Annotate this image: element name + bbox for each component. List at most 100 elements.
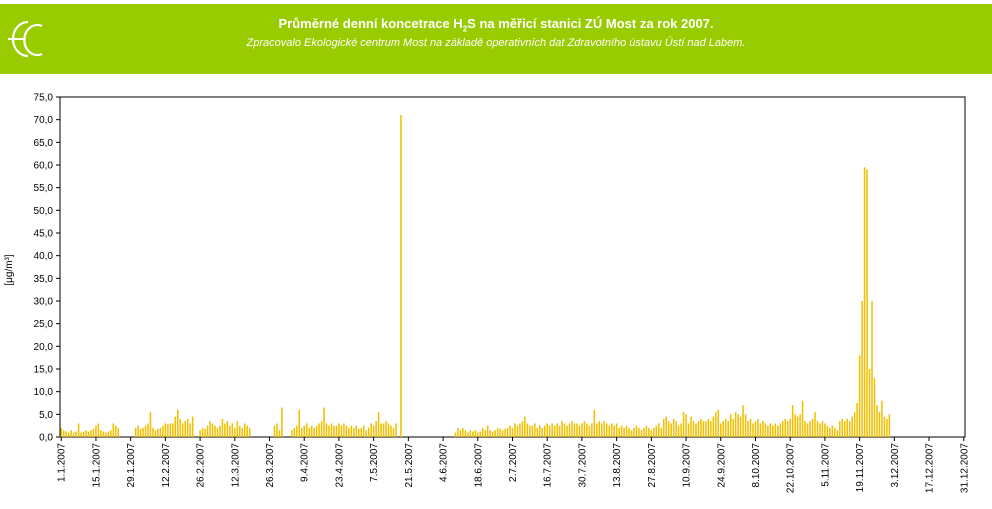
bar <box>509 425 511 437</box>
bar <box>162 425 164 437</box>
bar <box>591 423 593 437</box>
bar <box>281 407 283 437</box>
bar <box>115 425 117 437</box>
bar <box>506 427 509 437</box>
bar <box>276 423 278 437</box>
bar <box>90 430 92 437</box>
bar <box>878 412 881 437</box>
bar <box>618 427 620 437</box>
bar <box>796 416 799 437</box>
bar <box>759 423 762 437</box>
bar <box>70 430 72 437</box>
bar <box>189 423 191 437</box>
bar <box>886 418 888 437</box>
bar <box>152 427 154 437</box>
bar <box>134 427 137 437</box>
bar <box>333 425 335 437</box>
bar <box>643 427 645 437</box>
bar <box>695 423 697 437</box>
plot-area <box>59 96 966 438</box>
bar <box>568 423 571 437</box>
bar <box>566 425 568 437</box>
bar <box>856 403 858 437</box>
bar <box>873 378 876 437</box>
x-tick-label: 9.4.2007 <box>300 443 311 482</box>
bar <box>377 412 380 437</box>
bar <box>665 416 667 437</box>
bar <box>593 409 596 437</box>
bar <box>137 425 139 437</box>
x-tick-label: 27.8.2007 <box>647 443 658 488</box>
bar <box>362 425 365 437</box>
bar <box>149 412 152 437</box>
x-axis: 1.1.2007 15.1.2007 29.1.2007 12.2.2007 26.2.… <box>57 437 970 493</box>
x-tick-label: 30.7.2007 <box>577 443 588 488</box>
bar <box>219 425 221 437</box>
bar <box>67 432 70 437</box>
bar <box>541 427 544 437</box>
bar <box>139 428 142 437</box>
bar <box>742 405 744 437</box>
x-tick-label: 21.5.2007 <box>404 443 415 488</box>
bar <box>536 427 539 437</box>
bar <box>702 421 705 437</box>
bar <box>454 432 457 437</box>
x-tick-label: 5.11.2007 <box>820 443 831 487</box>
bar <box>293 427 296 437</box>
bar <box>563 423 566 437</box>
bar <box>112 423 115 437</box>
bar <box>169 423 172 437</box>
bar <box>298 409 301 437</box>
bar <box>739 416 742 437</box>
bar <box>348 427 350 437</box>
bar <box>343 423 345 437</box>
bar <box>851 416 853 437</box>
bar <box>610 423 613 437</box>
plot-frame <box>59 96 966 438</box>
bar <box>821 421 824 437</box>
bar <box>553 425 556 437</box>
bar <box>241 427 244 437</box>
bar <box>529 425 531 437</box>
y-tick-label: 55,0 <box>34 183 54 194</box>
bar <box>576 423 578 437</box>
bar <box>360 427 363 437</box>
bar <box>846 418 848 437</box>
bar <box>320 421 323 437</box>
bar <box>598 421 601 437</box>
y-axis: 0,0 5,0 10,0 15,0 20,0 25,0 30,0 35,0 40,0 45,0 50… <box>34 93 60 444</box>
bar <box>501 430 504 437</box>
bar <box>303 425 305 437</box>
bar <box>144 425 147 437</box>
bar <box>186 418 189 437</box>
bar <box>888 414 891 437</box>
bar <box>353 427 355 437</box>
bar <box>784 418 787 437</box>
bar <box>868 369 871 437</box>
bar <box>633 427 635 437</box>
bar <box>715 412 717 437</box>
bar <box>226 421 229 437</box>
bar <box>710 421 712 437</box>
bar <box>843 421 846 437</box>
bar <box>524 416 526 437</box>
bar <box>350 425 353 437</box>
bar <box>367 427 370 437</box>
bar <box>310 425 313 437</box>
bar <box>481 427 484 437</box>
bar <box>370 423 372 437</box>
bar <box>682 412 685 437</box>
bar <box>829 427 831 437</box>
bar <box>387 423 390 437</box>
bar <box>335 425 338 437</box>
bar <box>60 427 63 437</box>
y-tick-label: 35,0 <box>34 274 54 285</box>
bar <box>504 428 506 437</box>
bar <box>519 423 521 437</box>
bar <box>556 423 558 437</box>
bar <box>474 430 477 437</box>
bar <box>848 421 851 437</box>
bar <box>690 416 692 437</box>
bar <box>296 425 298 437</box>
bar <box>248 427 251 437</box>
